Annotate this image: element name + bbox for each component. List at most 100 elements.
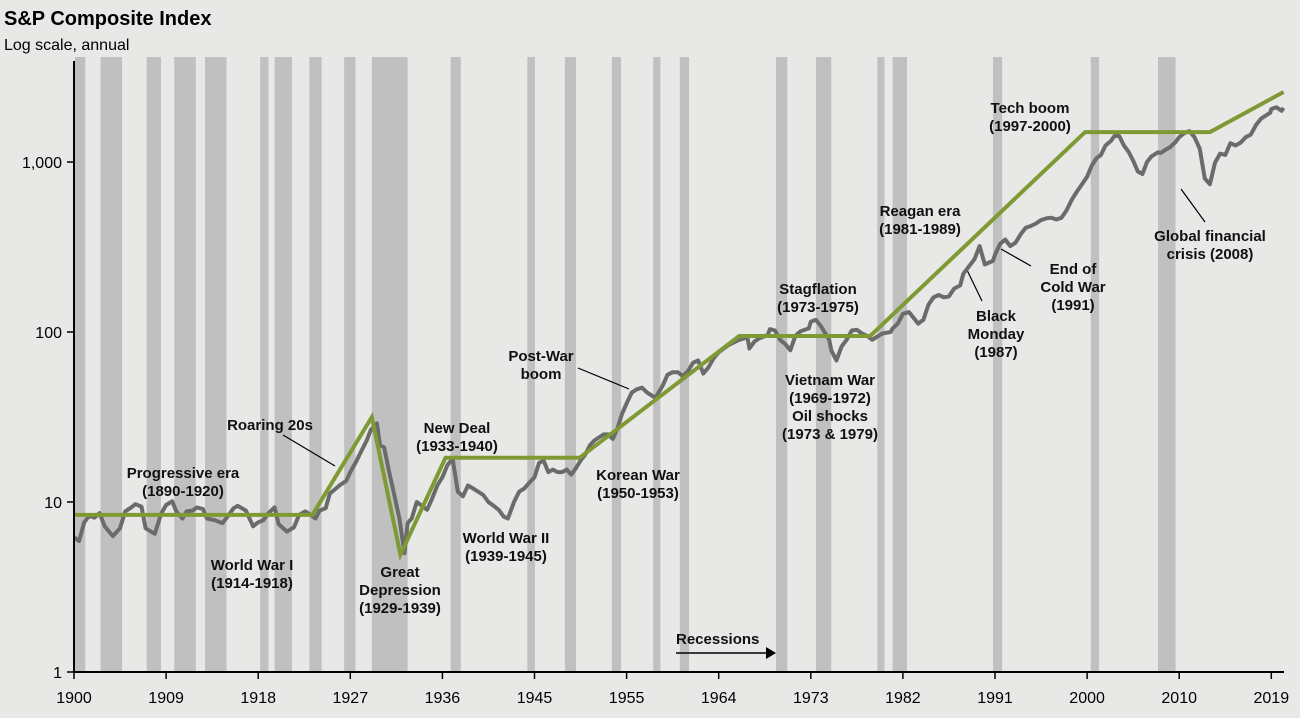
annotation-line: (1991) [1051,297,1094,314]
x-tick-label: 1973 [793,690,829,707]
annotation-line: Global financial [1154,228,1266,245]
annotation-stagflation: Stagflation (1973-1975) [777,281,859,316]
recession-band [260,57,269,672]
annotation-leader-line [577,367,630,390]
recession-band [75,57,86,672]
x-tick-label: 2019 [1254,690,1290,707]
annotation-great-depression: Great Depression (1929-1939) [359,564,441,617]
annotation-line: New Deal [424,420,491,437]
annotation-end-of-cold-war: End of Cold War (1991) [1040,261,1105,314]
annotation-leader-line [1180,188,1206,223]
recession-band [892,57,907,672]
x-tick-label: 1900 [56,690,92,707]
x-tick-label: 1955 [609,690,645,707]
annotation-reagan-era: Reagan era (1981-1989) [879,203,961,238]
recession-band [679,57,690,672]
annotation-line: (1997-2000) [989,118,1071,135]
annotation-new-deal: New Deal (1933-1940) [416,420,498,455]
annotation-line: boom [521,366,562,383]
x-tick-label: 1982 [885,690,921,707]
annotation-leader-line [282,434,336,467]
y-tick-label: 100 [35,325,62,342]
recession-band [611,57,622,672]
annotation-line: Tech boom [991,100,1070,117]
x-tick-label: 1991 [977,690,1013,707]
annotation-line: (1929-1939) [359,600,441,617]
annotation-line: Cold War [1040,279,1105,296]
annotation-line: (1939-1945) [465,548,547,565]
annotation-tech-boom: Tech boom (1997-2000) [989,100,1071,135]
recession-band [146,57,161,672]
chart-title: S&P Composite Index [4,8,211,30]
annotation-black-monday: Black Monday (1987) [968,308,1025,361]
y-tick-label: 1 [53,665,62,682]
annotation-vietnam-oil: Vietnam War (1969-1972) Oil shocks (1973 & … [782,372,878,443]
annotation-line: World War I [211,557,294,574]
annotation-roaring-20s: Roaring 20s [227,417,313,434]
annotation-line: Stagflation [779,281,857,298]
axes: 1 10 100 1,000 1900 1909 1918 1927 1936 1945 1955 1… [22,61,1289,707]
x-tick-label: 1964 [701,690,737,707]
annotation-line: Vietnam War [785,372,875,389]
annotation-line: (1987) [974,344,1017,361]
annotation-korean-war: Korean War (1950-1953) [596,467,680,502]
recession-band [564,57,576,672]
recession-band [992,57,1003,672]
recession-bands [75,57,1176,672]
recession-band [344,57,356,672]
chart-subtitle: Log scale, annual [4,37,129,54]
annotation-world-war-2: World War II (1939-1945) [463,530,550,565]
annotation-leader-line [966,269,983,302]
recession-band [653,57,661,672]
annotation-leader-line [1000,248,1032,267]
annotation-line: Oil shocks [792,408,868,425]
annotation-line: crisis (2008) [1167,246,1254,263]
recession-band [100,57,123,672]
recession-band [815,57,832,672]
annotation-line: (1950-1953) [597,485,679,502]
recessions-key: Recessions [676,631,776,659]
annotation-line: World War II [463,530,550,547]
recession-band [1158,57,1176,672]
x-tick-label: 2010 [1161,690,1197,707]
annotation-global-financial-crisis: Global financial crisis (2008) [1154,228,1266,263]
recession-band [309,57,322,672]
recessions-label: Recessions [676,631,759,648]
annotation-line: (1981-1989) [879,221,961,238]
annotation-line: (1890-1920) [142,483,224,500]
recession-band [371,57,408,672]
x-tick-label: 1927 [333,690,369,707]
annotation-progressive-era: Progressive era (1890-1920) [127,465,240,500]
recession-band [776,57,788,672]
y-tick-label: 10 [44,495,62,512]
annotation-line: Roaring 20s [227,417,313,434]
x-tick-label: 1918 [240,690,276,707]
annotation-post-war-boom: Post-War boom [508,348,573,383]
arrow-head-icon [766,647,776,659]
annotation-line: Black [976,308,1017,325]
annotation-leaders [282,188,1206,467]
annotation-line: (1973-1975) [777,299,859,316]
recession-band [174,57,196,672]
recession-band [1090,57,1100,672]
trend-series-line [74,90,1285,562]
annotation-world-war-1: World War I (1914-1918) [211,557,294,592]
y-tick-label: 1,000 [22,155,62,172]
annotation-line: (1914-1918) [211,575,293,592]
annotation-line: (1969-1972) [789,390,871,407]
annotation-line: Progressive era [127,465,240,482]
annotation-line: Monday [968,326,1025,343]
annotation-line: End of [1050,261,1098,278]
recession-band [527,57,535,672]
x-tick-label: 1909 [148,690,184,707]
annotation-line: Great [380,564,419,581]
annotations: Progressive era (1890-1920)World War I (19… [127,100,1266,617]
recession-band [450,57,461,672]
recession-band [877,57,885,672]
annotation-line: Post-War [508,348,573,365]
annotation-line: (1933-1940) [416,438,498,455]
x-tick-label: 2000 [1069,690,1105,707]
annotation-line: Reagan era [880,203,962,220]
x-tick-label: 1945 [517,690,553,707]
